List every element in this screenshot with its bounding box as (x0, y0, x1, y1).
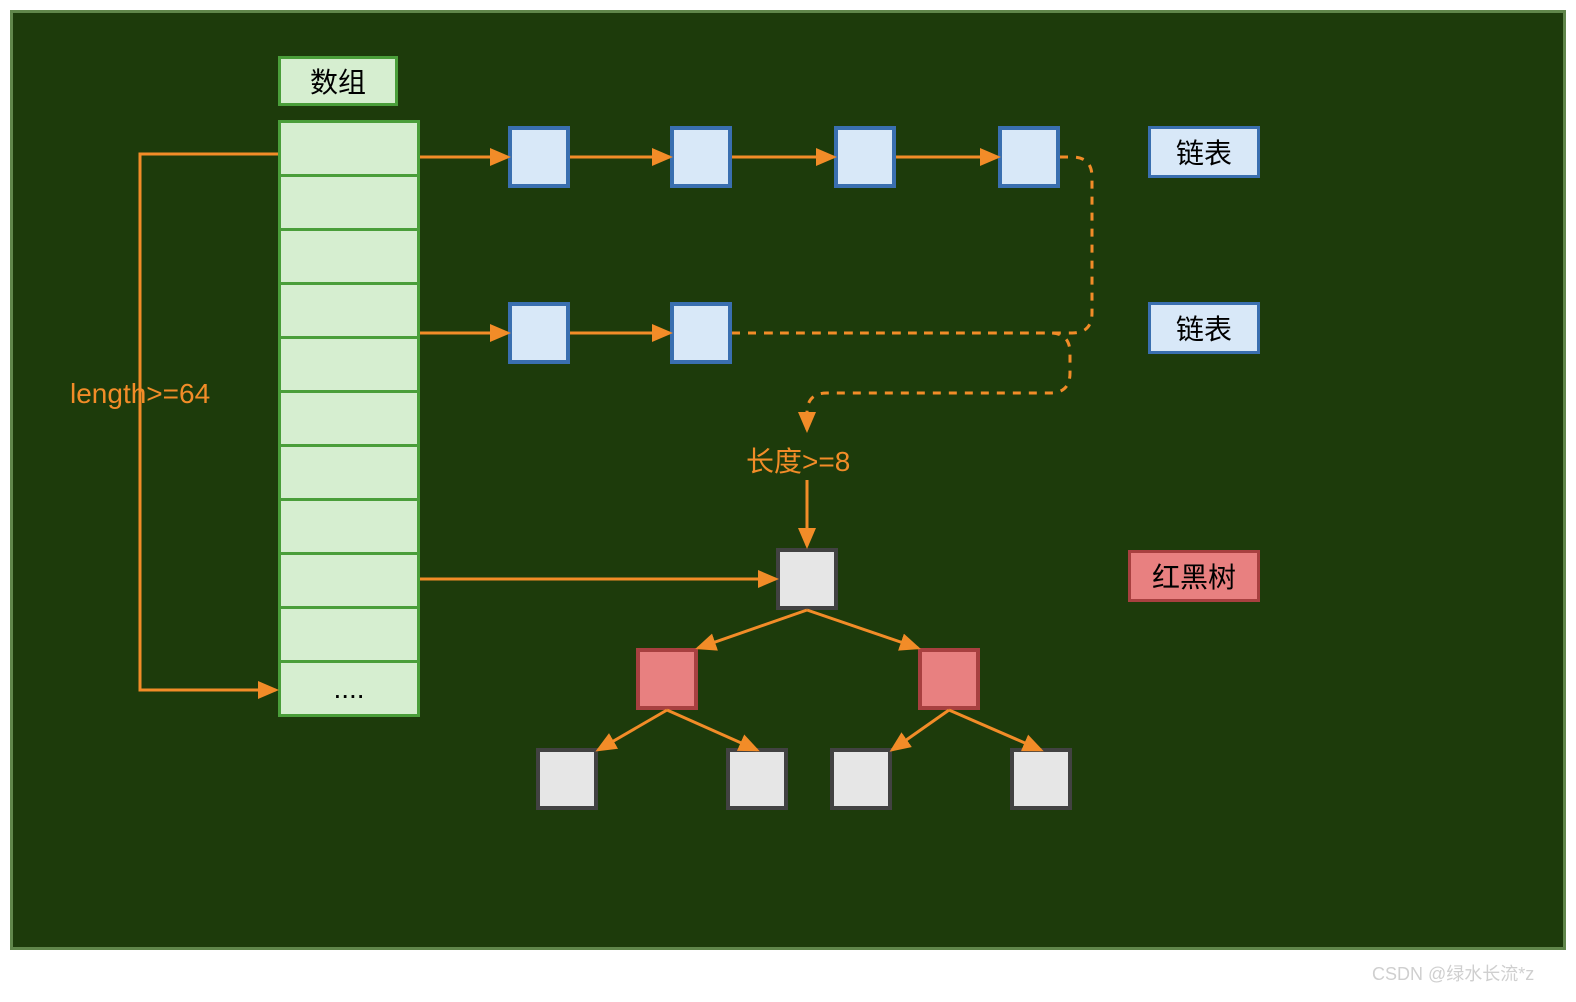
linked-list-label-1-label: 链表 (1176, 308, 1232, 348)
array-cell (278, 120, 420, 177)
linked-list-node (670, 126, 732, 188)
length-64-label: length>=64 (70, 378, 210, 410)
tree-leaf-2 (726, 748, 788, 810)
tree-leaf-1 (536, 748, 598, 810)
redblack-tree-label-label: 红黑树 (1152, 556, 1236, 596)
tree-leaf-4 (1010, 748, 1072, 810)
watermark: CSDN @绿水长流*z (1372, 960, 1534, 986)
array-cell (278, 606, 420, 663)
linked-list-node (508, 126, 570, 188)
length-8-label: 长度>=8 (746, 440, 850, 480)
array-cell-ellipsis: .... (333, 673, 364, 705)
array-cell (278, 228, 420, 285)
array-cell (278, 552, 420, 609)
tree-mid-right (918, 648, 980, 710)
array-cell (278, 174, 420, 231)
linked-list-label-0-label: 链表 (1176, 132, 1232, 172)
array-cell (278, 498, 420, 555)
linked-list-node (670, 302, 732, 364)
diagram-canvas: 数组....链表链表红黑树length>=64长度>=8CSDN @绿水长流*z (0, 0, 1576, 1002)
array-cell: .... (278, 660, 420, 717)
redblack-tree-label: 红黑树 (1128, 550, 1260, 602)
tree-root (776, 548, 838, 610)
array-header-label: 数组 (310, 61, 366, 101)
linked-list-node (834, 126, 896, 188)
tree-mid-left (636, 648, 698, 710)
linked-list-node (998, 126, 1060, 188)
array-cell (278, 336, 420, 393)
linked-list-label-1: 链表 (1148, 302, 1260, 354)
inner-background (10, 10, 1566, 950)
array-cell (278, 390, 420, 447)
array-cell (278, 444, 420, 501)
tree-leaf-3 (830, 748, 892, 810)
array-cell (278, 282, 420, 339)
array-header: 数组 (278, 56, 398, 106)
linked-list-node (508, 302, 570, 364)
linked-list-label-0: 链表 (1148, 126, 1260, 178)
